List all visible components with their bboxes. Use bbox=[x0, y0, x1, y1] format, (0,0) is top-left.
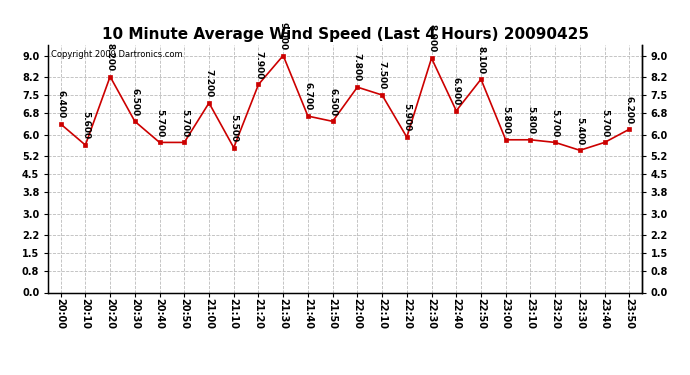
Text: 7.200: 7.200 bbox=[204, 69, 213, 98]
Text: 5.800: 5.800 bbox=[526, 106, 535, 134]
Text: 5.700: 5.700 bbox=[600, 109, 609, 137]
Text: 6.900: 6.900 bbox=[452, 77, 461, 105]
Text: 7.500: 7.500 bbox=[377, 61, 386, 90]
Title: 10 Minute Average Wind Speed (Last 4 Hours) 20090425: 10 Minute Average Wind Speed (Last 4 Hou… bbox=[101, 27, 589, 42]
Text: 6.500: 6.500 bbox=[130, 88, 139, 116]
Text: 6.400: 6.400 bbox=[56, 90, 65, 118]
Text: 5.800: 5.800 bbox=[501, 106, 510, 134]
Text: 9.000: 9.000 bbox=[279, 22, 288, 50]
Text: 7.900: 7.900 bbox=[254, 51, 263, 79]
Text: 5.500: 5.500 bbox=[229, 114, 238, 142]
Text: 7.800: 7.800 bbox=[353, 53, 362, 82]
Text: 5.700: 5.700 bbox=[551, 109, 560, 137]
Text: 5.600: 5.600 bbox=[81, 111, 90, 140]
Text: 8.200: 8.200 bbox=[106, 43, 115, 71]
Text: 5.700: 5.700 bbox=[155, 109, 164, 137]
Text: 5.400: 5.400 bbox=[575, 117, 584, 145]
Text: 8.100: 8.100 bbox=[477, 45, 486, 74]
Text: 8.900: 8.900 bbox=[427, 24, 436, 52]
Text: 5.900: 5.900 bbox=[402, 104, 411, 132]
Text: 5.700: 5.700 bbox=[180, 109, 189, 137]
Text: 6.200: 6.200 bbox=[625, 96, 634, 124]
Text: Copyright 2009 Dartronics.com: Copyright 2009 Dartronics.com bbox=[51, 50, 183, 59]
Text: 6.500: 6.500 bbox=[328, 88, 337, 116]
Text: 6.700: 6.700 bbox=[304, 82, 313, 111]
